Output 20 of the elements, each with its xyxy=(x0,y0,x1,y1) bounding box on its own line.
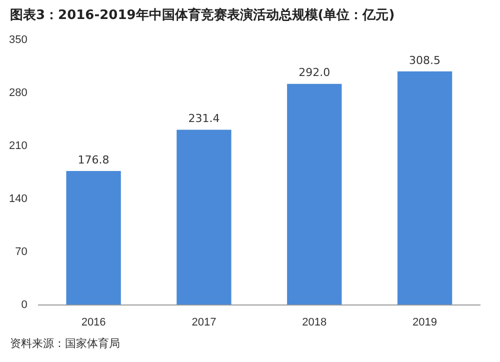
data-label: 176.8 xyxy=(78,153,110,166)
data-label: 292.0 xyxy=(298,66,330,80)
data-label: 308.5 xyxy=(409,54,441,67)
y-tick-label: 210 xyxy=(8,140,28,152)
bar xyxy=(176,130,232,305)
y-tick-label: 350 xyxy=(8,34,28,46)
x-tick-label: 2017 xyxy=(192,316,216,328)
x-tick-label: 2016 xyxy=(81,316,106,328)
text: 资料来源：国家体育局 xyxy=(10,336,120,351)
y-tick-label: 280 xyxy=(8,86,28,99)
data-label: 231.4 xyxy=(188,112,220,126)
bar xyxy=(287,84,342,305)
bar xyxy=(66,171,121,305)
y-tick-label: 140 xyxy=(8,192,28,205)
y-tick-label: 70 xyxy=(15,246,28,258)
y-tick-label: 0 xyxy=(21,298,28,311)
x-tick-label: 2018 xyxy=(302,316,327,328)
x-tick-label: 2019 xyxy=(412,316,438,328)
bar xyxy=(397,71,452,305)
chart-title: 图表3：2016-2019年中国体育竞赛表演活动总规模(单位：亿元) xyxy=(10,6,395,24)
